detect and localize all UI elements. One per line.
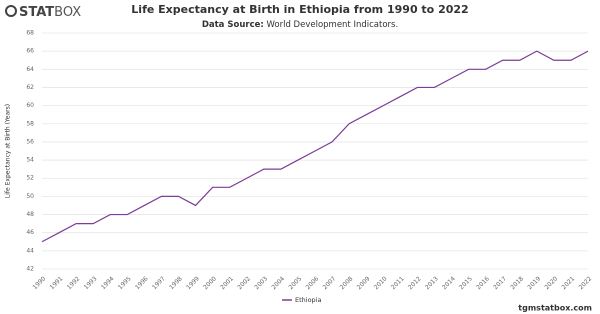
y-axis-label: Life Expectancy at Birth (Years) (5, 104, 12, 198)
x-tick-label: 2017 (492, 275, 508, 291)
y-tick-label: 66 (26, 48, 34, 55)
x-tick-label: 2015 (458, 275, 474, 291)
y-tick-label: 56 (26, 138, 34, 145)
x-tick-label: 1997 (151, 275, 167, 291)
logo-text: STATBOX (19, 5, 81, 20)
x-tick-label: 2005 (287, 275, 303, 291)
legend-label: Ethiopia (295, 296, 321, 304)
x-tick-label: 2021 (560, 275, 576, 291)
logo: STATBOX (5, 5, 81, 20)
y-tick-label: 60 (26, 102, 34, 109)
y-tick-label: 42 (26, 266, 34, 273)
y-tick-label: 50 (26, 193, 34, 200)
x-tick-label: 1994 (100, 275, 116, 291)
x-tick-label: 2018 (509, 275, 525, 291)
x-tick-label: 2006 (305, 275, 321, 291)
x-tick-label: 1999 (185, 275, 201, 291)
y-tick-label: 46 (26, 229, 34, 236)
x-tick-label: 2000 (202, 275, 218, 291)
x-tick-label: 2011 (390, 275, 406, 291)
source: World Development Indicators. (266, 20, 398, 30)
x-tick-label: 2014 (441, 275, 457, 291)
x-tick-label: 1998 (168, 275, 184, 291)
subtitle: Data Source: World Development Indicator… (202, 20, 398, 30)
x-tick-label: 1992 (66, 275, 82, 291)
y-tick-label: 64 (26, 66, 34, 73)
line-series (41, 50, 589, 243)
x-tick-label: 2022 (578, 275, 594, 291)
x-tick-label: 1995 (117, 275, 133, 291)
x-tick-label: 1996 (134, 275, 150, 291)
y-tick-label: 68 (26, 30, 34, 37)
x-tick-label: 2019 (526, 275, 542, 291)
x-tick-label: 2008 (339, 275, 355, 291)
x-tick-label: 2004 (270, 275, 286, 291)
x-tick-label: 2002 (236, 275, 252, 291)
y-tick-label: 58 (26, 120, 34, 127)
logo-icon (5, 5, 17, 17)
chart-title: Life Expectancy at Birth in Ethiopia fro… (131, 3, 468, 16)
source-label: Data Source: (202, 20, 264, 30)
x-tick-label: 2007 (322, 275, 338, 291)
x-tick-label: 1991 (49, 275, 65, 291)
y-tick-label: 54 (26, 157, 34, 164)
x-tick-label: 2003 (253, 275, 269, 291)
x-tick-label: 2009 (356, 275, 372, 291)
logo-light: BOX (54, 5, 81, 20)
y-tick-label: 48 (26, 211, 34, 218)
x-tick-label: 1990 (32, 275, 48, 291)
x-tick-label: 2013 (424, 275, 440, 291)
logo-bold: STAT (19, 5, 54, 20)
y-tick-label: 52 (26, 175, 34, 182)
y-tick-label: 62 (26, 84, 34, 91)
footer: tgmstatbox.com (518, 304, 592, 313)
x-tick-label: 2020 (543, 275, 559, 291)
x-tick-label: 2016 (475, 275, 491, 291)
y-tick-label: 44 (26, 247, 34, 254)
x-tick-label: 2012 (407, 275, 423, 291)
x-tick-label: 2010 (373, 275, 389, 291)
x-tick-label: 1993 (83, 275, 99, 291)
x-tick-label: 2001 (219, 275, 235, 291)
